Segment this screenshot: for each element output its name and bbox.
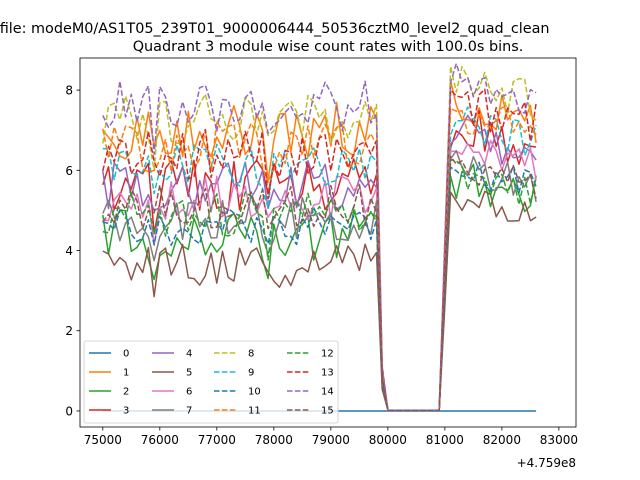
legend-label-9: 9: [248, 368, 254, 379]
x-offset-text: +4.759e8: [517, 456, 576, 470]
series-line-12: [102, 158, 537, 411]
y-tick-label: 2: [65, 324, 73, 338]
y-tick-label: 6: [65, 164, 73, 178]
series-line-3: [102, 110, 537, 411]
series-line-8: [102, 65, 537, 411]
x-tick-label: 79000: [312, 433, 350, 447]
series-layer: [102, 62, 537, 412]
x-axis: 75000 76000 77000 78000 79000 80000 81000 82000…: [84, 427, 578, 447]
legend-label-13: 13: [321, 368, 334, 379]
y-axis: 0 2 4 6 8: [65, 84, 80, 418]
series-line-4: [102, 114, 537, 411]
legend-label-0: 0: [123, 349, 129, 360]
legend-label-15: 15: [321, 406, 334, 417]
series-line-15: [102, 155, 537, 411]
legend-label-5: 5: [186, 368, 192, 379]
legend-frame: [83, 340, 339, 424]
y-tick-label: 4: [65, 244, 73, 258]
legend-label-11: 11: [248, 406, 261, 417]
x-tick-label: 77000: [198, 433, 236, 447]
series-line-13: [102, 88, 537, 411]
series-line-5: [102, 190, 537, 411]
legend-label-3: 3: [123, 406, 129, 417]
legend-label-12: 12: [321, 349, 334, 360]
x-tick-label: 81000: [426, 433, 464, 447]
x-tick-label: 80000: [369, 433, 407, 447]
legend-label-2: 2: [123, 387, 129, 398]
y-tick-label: 0: [65, 404, 73, 418]
legend-label-8: 8: [248, 349, 254, 360]
legend-label-4: 4: [186, 349, 192, 360]
legend-label-14: 14: [321, 387, 334, 398]
series-line-6: [102, 139, 537, 411]
x-tick-label: 82000: [483, 433, 521, 447]
chart-title: Quadrant 3 module wise count rates with …: [133, 39, 524, 55]
plot-frame: [79, 57, 577, 428]
legend-label-7: 7: [186, 406, 192, 417]
x-tick-label: 78000: [255, 433, 293, 447]
legend-label-6: 6: [186, 387, 192, 398]
x-tick-label: 83000: [540, 433, 578, 447]
series-line-14: [102, 62, 537, 411]
x-tick-label: 76000: [141, 433, 179, 447]
x-tick-label: 75000: [84, 433, 122, 447]
series-line-2: [102, 163, 537, 411]
figure-suptitle: n file: modeM0/AS1T05_239T01_9000006444_…: [0, 21, 550, 37]
legend-label-10: 10: [248, 387, 261, 398]
y-tick-label: 8: [65, 84, 73, 98]
legend-label-1: 1: [123, 368, 129, 379]
